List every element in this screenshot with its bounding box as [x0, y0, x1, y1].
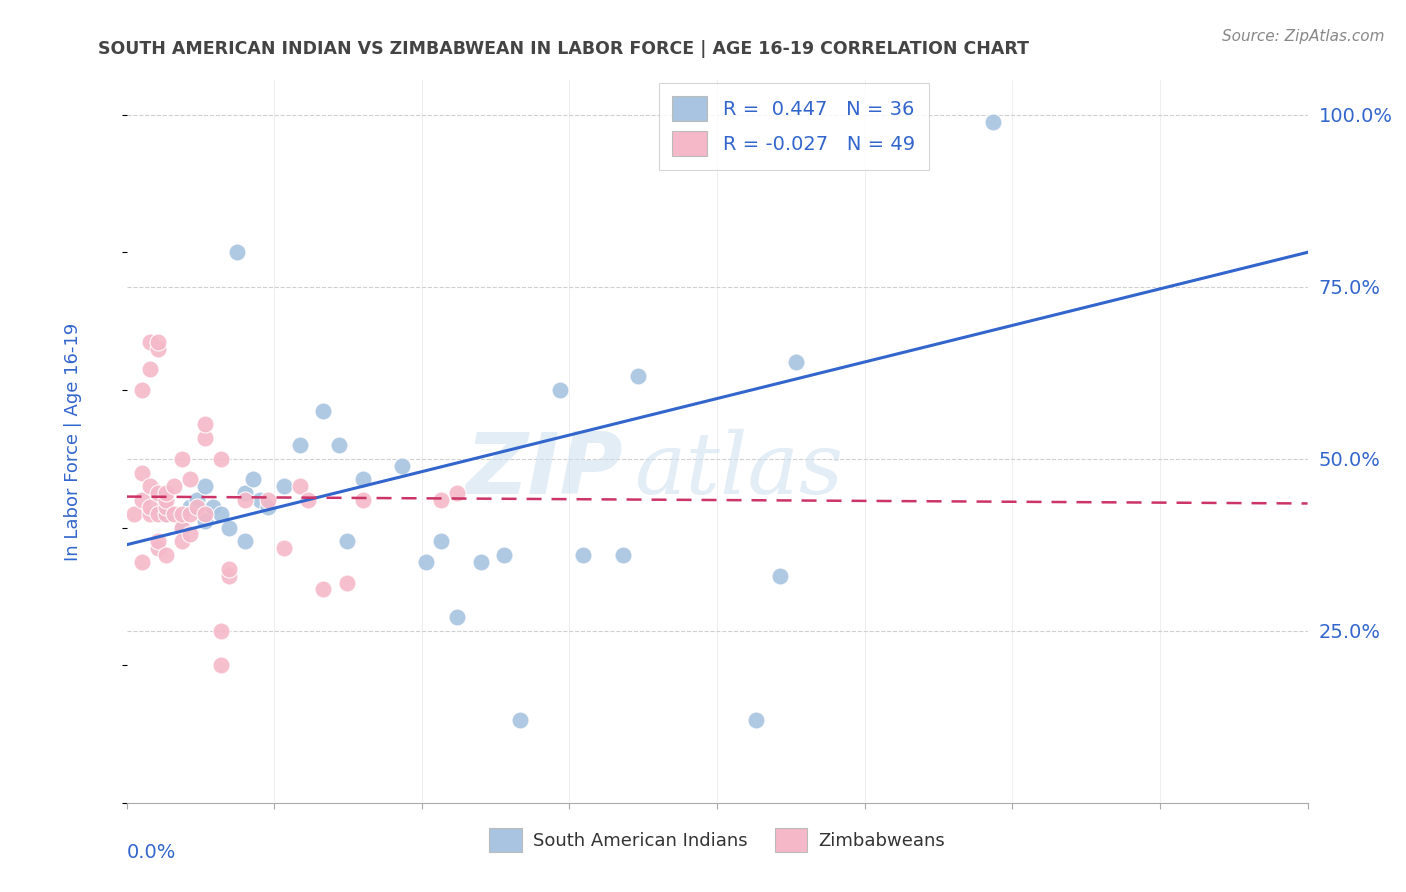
Point	[179, 507, 201, 521]
Point	[170, 534, 193, 549]
Point	[186, 500, 208, 514]
Point	[139, 507, 162, 521]
Point	[124, 507, 146, 521]
Point	[446, 486, 468, 500]
Point	[131, 466, 153, 480]
Point	[209, 624, 232, 638]
Point	[146, 486, 169, 500]
Text: Source: ZipAtlas.com: Source: ZipAtlas.com	[1222, 29, 1385, 44]
Text: SOUTH AMERICAN INDIAN VS ZIMBABWEAN IN LABOR FORCE | AGE 16-19 CORRELATION CHART: SOUTH AMERICAN INDIAN VS ZIMBABWEAN IN L…	[98, 40, 1029, 58]
Point	[179, 527, 201, 541]
Point	[218, 520, 240, 534]
Point	[186, 493, 208, 508]
Point	[288, 438, 311, 452]
Point	[194, 431, 217, 445]
Point	[170, 520, 193, 534]
Point	[572, 548, 595, 562]
Point	[170, 507, 193, 521]
Point	[430, 534, 453, 549]
Point	[415, 555, 437, 569]
Point	[225, 245, 247, 260]
Point	[209, 658, 232, 673]
Point	[494, 548, 516, 562]
Point	[981, 114, 1004, 128]
Point	[209, 507, 232, 521]
Point	[209, 451, 232, 466]
Point	[249, 493, 271, 508]
Text: ZIP: ZIP	[465, 429, 623, 512]
Point	[146, 534, 169, 549]
Point	[288, 479, 311, 493]
Point	[155, 493, 177, 508]
Point	[146, 507, 169, 521]
Point	[233, 486, 256, 500]
Point	[155, 486, 177, 500]
Point	[352, 493, 374, 508]
Point	[242, 472, 264, 486]
Point	[146, 541, 169, 556]
Point	[336, 534, 359, 549]
Point	[170, 451, 193, 466]
Point	[155, 507, 177, 521]
Point	[312, 582, 335, 597]
Point	[627, 369, 650, 384]
Point	[131, 493, 153, 508]
Point	[612, 548, 634, 562]
Text: 0.0%: 0.0%	[127, 843, 176, 862]
Point	[131, 555, 153, 569]
Point	[785, 355, 807, 369]
Point	[155, 507, 177, 521]
Point	[548, 383, 571, 397]
Point	[233, 493, 256, 508]
Point	[312, 403, 335, 417]
Text: atlas: atlas	[634, 429, 844, 512]
Point	[179, 472, 201, 486]
Point	[430, 493, 453, 508]
Point	[218, 568, 240, 582]
Point	[139, 500, 162, 514]
Text: In Labor Force | Age 16-19: In Labor Force | Age 16-19	[65, 322, 83, 561]
Point	[509, 713, 531, 727]
Point	[139, 334, 162, 349]
Point	[446, 610, 468, 624]
Point	[273, 541, 295, 556]
Point	[257, 493, 280, 508]
Point	[131, 383, 153, 397]
Point	[470, 555, 492, 569]
Point	[163, 507, 186, 521]
Point	[139, 479, 162, 493]
Point	[336, 575, 359, 590]
Point	[194, 417, 217, 432]
Point	[139, 362, 162, 376]
Point	[170, 520, 193, 534]
Legend: South American Indians, Zimbabweans: South American Indians, Zimbabweans	[482, 822, 952, 859]
Point	[745, 713, 768, 727]
Point	[233, 534, 256, 549]
Point	[155, 500, 177, 514]
Point	[257, 500, 280, 514]
Point	[218, 562, 240, 576]
Point	[391, 458, 413, 473]
Point	[146, 342, 169, 356]
Point	[194, 507, 217, 521]
Point	[155, 548, 177, 562]
Point	[769, 568, 792, 582]
Point	[297, 493, 319, 508]
Point	[194, 514, 217, 528]
Point	[163, 479, 186, 493]
Point	[146, 334, 169, 349]
Point	[179, 500, 201, 514]
Point	[194, 479, 217, 493]
Point	[273, 479, 295, 493]
Point	[202, 500, 225, 514]
Point	[352, 472, 374, 486]
Point	[328, 438, 350, 452]
